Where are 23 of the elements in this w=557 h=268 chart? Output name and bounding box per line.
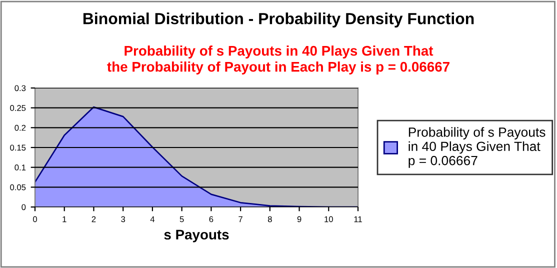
x-tick-label: 8 bbox=[268, 216, 272, 222]
x-tick-label: 4 bbox=[150, 216, 155, 222]
y-tick-label: 0.1 bbox=[14, 164, 26, 170]
chart-title: Binomial Distribution - Probability Density Function bbox=[83, 12, 474, 28]
y-tick-label: 0.2 bbox=[14, 124, 26, 131]
y-tick-label: 0.25 bbox=[10, 105, 26, 111]
y-tick-label: 0.15 bbox=[10, 144, 26, 151]
x-tick-label: 1 bbox=[62, 216, 66, 222]
x-axis-title: s Payouts bbox=[164, 230, 229, 242]
x-tick-label: 5 bbox=[180, 216, 184, 222]
x-tick-label: 3 bbox=[121, 216, 126, 222]
y-tick-label: 0 bbox=[22, 204, 26, 210]
chart-subtitle: Probability of s Payouts in 40 Plays Given That the Probability of Payout in Each Play is p = 0.06667 bbox=[107, 46, 450, 74]
x-tick-label: 6 bbox=[209, 216, 214, 222]
x-tick-label: 10 bbox=[324, 216, 333, 222]
x-tick-label: 2 bbox=[92, 216, 96, 222]
legend-label: Probability of s Payouts in 40 Plays Given That p = 0.06667 bbox=[408, 127, 546, 168]
y-tick-label: 0.3 bbox=[14, 85, 26, 92]
x-tick-label: 11 bbox=[354, 216, 362, 222]
x-tick-label: 9 bbox=[297, 216, 302, 222]
y-tick-label: 0.05 bbox=[10, 184, 26, 190]
x-tick-label: 7 bbox=[238, 216, 242, 222]
x-tick-label: 0 bbox=[33, 216, 37, 222]
